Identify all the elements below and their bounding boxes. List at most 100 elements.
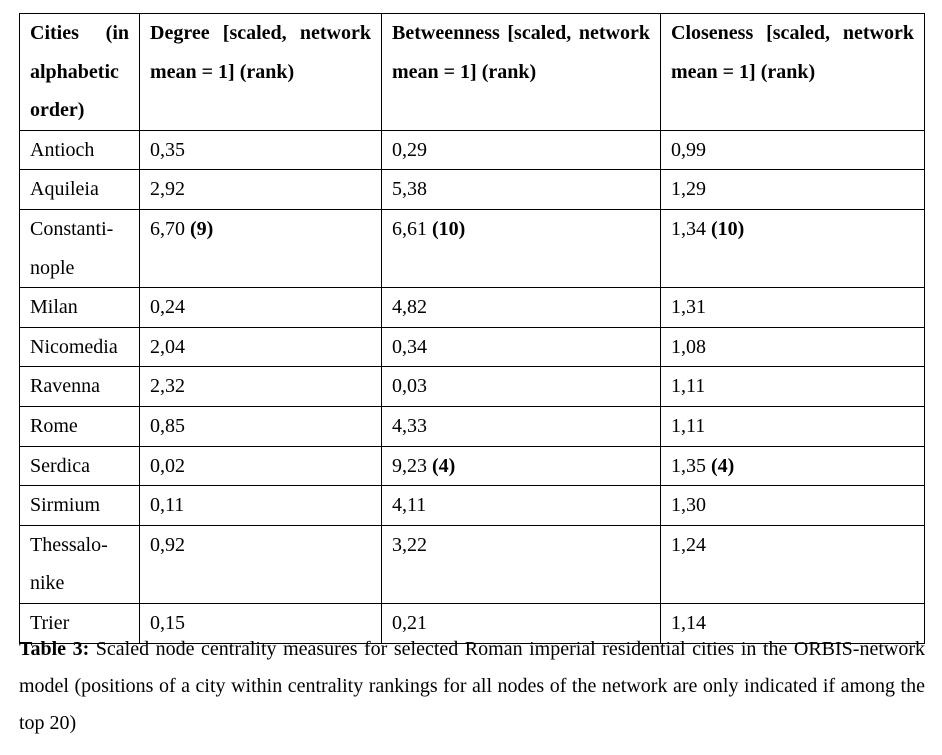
cell-city: Milan xyxy=(19,287,140,328)
cell-betweenness: 9,23 (4) xyxy=(381,445,661,487)
degree-value: 0,85 xyxy=(150,414,185,437)
betweenness-rank: (10) xyxy=(432,217,466,240)
table-caption: Table 3: Scaled node centrality measures… xyxy=(19,631,925,742)
city-value: Serdica xyxy=(30,454,90,477)
cell-closeness: 1,30 xyxy=(660,485,925,526)
cell-degree: 0,15 xyxy=(139,602,382,644)
degree-value: 0,24 xyxy=(150,296,185,319)
cell-closeness: 1,35 (4) xyxy=(660,445,925,487)
cell-closeness: 1,08 xyxy=(660,326,925,368)
cell-betweenness: 3,22 xyxy=(381,524,661,604)
closeness-value: 1,35 xyxy=(671,454,706,477)
table-row: Ravenna 2,32 0,03 1,11 xyxy=(19,366,925,407)
cell-city: Ravenna xyxy=(19,366,140,407)
closeness-value: 1,31 xyxy=(671,296,706,319)
cell-degree: 2,92 xyxy=(139,169,382,210)
betweenness-value: 0,34 xyxy=(392,335,427,358)
cell-closeness: 1,14 xyxy=(660,602,925,644)
cell-city: Constanti-nople xyxy=(19,208,140,289)
header-betweenness: Betweenness [scaled, network mean = 1] (… xyxy=(381,13,661,131)
betweenness-value: 6,61 xyxy=(392,217,427,240)
closeness-value: 1,34 xyxy=(671,217,706,240)
cell-city: Sirmium xyxy=(19,485,140,526)
betweenness-value: 0,29 xyxy=(392,138,427,161)
table-row: Sirmium 0,11 4,11 1,30 xyxy=(19,485,925,526)
cell-degree: 2,04 xyxy=(139,326,382,368)
cell-betweenness: 5,38 xyxy=(381,169,661,210)
table-row: Nicomedia 2,04 0,34 1,08 xyxy=(19,326,925,368)
cell-degree: 0,35 xyxy=(139,129,382,171)
degree-value: 0,02 xyxy=(150,454,185,477)
betweenness-rank: (4) xyxy=(432,454,456,477)
degree-value: 0,11 xyxy=(150,494,185,517)
closeness-value: 1,11 xyxy=(671,414,706,437)
city-value: Sirmium xyxy=(30,494,101,517)
table-row: Antioch 0,35 0,29 0,99 xyxy=(19,129,925,171)
cell-betweenness: 0,03 xyxy=(381,366,661,407)
cell-closeness: 1,31 xyxy=(660,287,925,328)
betweenness-value: 3,22 xyxy=(392,533,427,556)
header-closeness: Closeness [scaled, network mean = 1] (ra… xyxy=(660,13,925,131)
cell-city: Aquileia xyxy=(19,169,140,210)
closeness-value: 1,29 xyxy=(671,178,706,201)
cell-degree: 0,02 xyxy=(139,445,382,487)
cell-betweenness: 4,82 xyxy=(381,287,661,328)
betweenness-value: 0,21 xyxy=(392,611,427,634)
closeness-value: 0,99 xyxy=(671,138,706,161)
table-row: Thessalo-nike 0,92 3,22 1,24 xyxy=(19,524,925,604)
cell-closeness: 1,11 xyxy=(660,405,925,447)
closeness-value: 1,14 xyxy=(671,611,706,634)
cell-betweenness: 0,34 xyxy=(381,326,661,368)
city-value: Antioch xyxy=(30,138,95,161)
closeness-value: 1,24 xyxy=(671,533,706,556)
city-value: Milan xyxy=(30,296,78,319)
degree-value: 2,92 xyxy=(150,178,185,201)
table-header-row: Cities (in alphabetic order) Degree [sca… xyxy=(19,13,925,131)
cell-degree: 0,24 xyxy=(139,287,382,328)
degree-value: 6,70 xyxy=(150,217,185,240)
cell-degree: 0,92 xyxy=(139,524,382,604)
degree-value: 0,15 xyxy=(150,611,185,634)
betweenness-value: 4,11 xyxy=(392,494,427,517)
cell-degree: 2,32 xyxy=(139,366,382,407)
city-value: Aquileia xyxy=(30,178,99,201)
header-degree: Degree [scaled, network mean = 1] (rank) xyxy=(139,13,382,131)
closeness-rank: (10) xyxy=(711,217,745,240)
city-value: Ravenna xyxy=(30,375,100,398)
closeness-value: 1,30 xyxy=(671,494,706,517)
cell-betweenness: 4,11 xyxy=(381,485,661,526)
betweenness-value: 4,82 xyxy=(392,296,427,319)
city-value: Constanti-nople xyxy=(30,217,114,279)
centrality-table: Cities (in alphabetic order) Degree [sca… xyxy=(19,13,925,644)
closeness-value: 1,08 xyxy=(671,335,706,358)
table-row: Aquileia 2,92 5,38 1,29 xyxy=(19,169,925,210)
betweenness-value: 4,33 xyxy=(392,414,427,437)
table-body: Antioch 0,35 0,29 0,99 Aquileia 2,92 5,38 1,29 C… xyxy=(19,129,925,644)
cell-degree: 0,85 xyxy=(139,405,382,447)
caption-label: Table 3: xyxy=(19,638,90,660)
city-value: Nicomedia xyxy=(30,335,118,358)
cell-degree: 0,11 xyxy=(139,485,382,526)
table-row: Serdica 0,02 9,23 (4) 1,35 (4) xyxy=(19,445,925,487)
cell-city: Rome xyxy=(19,405,140,447)
city-value: Rome xyxy=(30,414,78,437)
betweenness-value: 5,38 xyxy=(392,178,427,201)
table-row: Rome 0,85 4,33 1,11 xyxy=(19,405,925,447)
cell-degree: 6,70 (9) xyxy=(139,208,382,289)
degree-rank: (9) xyxy=(190,217,214,240)
caption-text: Scaled node centrality measures for sele… xyxy=(19,638,925,734)
table-row: Milan 0,24 4,82 1,31 xyxy=(19,287,925,328)
degree-value: 2,32 xyxy=(150,375,185,398)
betweenness-value: 9,23 xyxy=(392,454,427,477)
cell-closeness: 1,11 xyxy=(660,366,925,407)
header-cities: Cities (in alphabetic order) xyxy=(19,13,140,131)
degree-value: 0,92 xyxy=(150,533,185,556)
cell-city: Antioch xyxy=(19,129,140,171)
degree-value: 2,04 xyxy=(150,335,185,358)
table-row: Trier 0,15 0,21 1,14 xyxy=(19,602,925,644)
cell-betweenness: 4,33 xyxy=(381,405,661,447)
city-value: Trier xyxy=(30,611,70,634)
cell-closeness: 1,34 (10) xyxy=(660,208,925,289)
cell-closeness: 0,99 xyxy=(660,129,925,171)
closeness-rank: (4) xyxy=(711,454,735,477)
